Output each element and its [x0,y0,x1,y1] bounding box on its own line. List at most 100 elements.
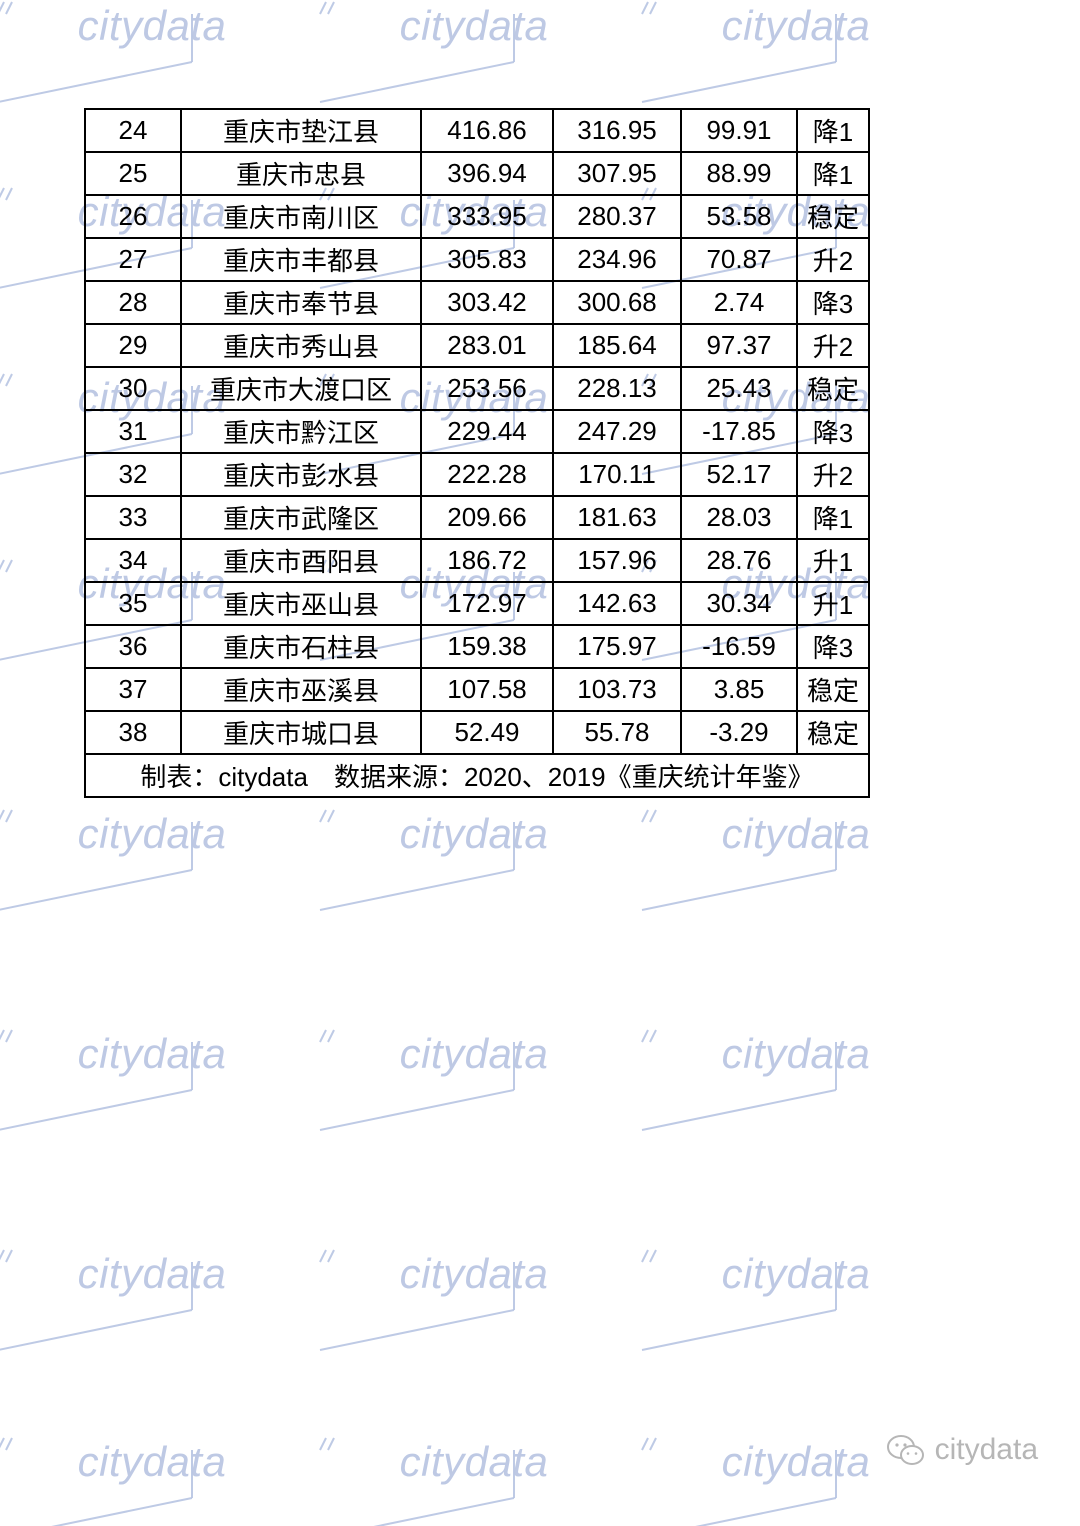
table-cell: 30.34 [681,582,797,625]
table-cell: 33 [85,496,181,539]
table-row: 31重庆市黔江区229.44247.29-17.85降3 [85,410,869,453]
table-cell: 253.56 [421,367,553,410]
table-cell: 2.74 [681,281,797,324]
table-row: 32重庆市彭水县222.28170.1152.17升2 [85,453,869,496]
table-cell: 重庆市奉节县 [181,281,421,324]
table-cell: 283.01 [421,324,553,367]
watermark-tile: citydata [314,1220,634,1370]
table-cell: 稳定 [797,711,869,754]
table-cell: 25.43 [681,367,797,410]
table-cell: 185.64 [553,324,681,367]
table-row: 29重庆市秀山县283.01185.6497.37升2 [85,324,869,367]
table-cell: 升2 [797,238,869,281]
table-cell: 稳定 [797,668,869,711]
watermark-text: citydata [314,2,634,50]
table-cell: 53.58 [681,195,797,238]
table-cell: 247.29 [553,410,681,453]
table-cell: 降3 [797,410,869,453]
table-cell: 升1 [797,539,869,582]
table-row: 36重庆市石柱县159.38175.97-16.59降3 [85,625,869,668]
watermark-text: citydata [314,810,634,858]
watermark-tile: citydata [314,1000,634,1150]
data-table-container: 24重庆市垫江县416.86316.9599.91降125重庆市忠县396.94… [84,108,868,798]
table-row: 34重庆市酉阳县186.72157.9628.76升1 [85,539,869,582]
watermark-text: citydata [636,1030,956,1078]
table-row: 38重庆市城口县52.4955.78-3.29稳定 [85,711,869,754]
table-cell: 25 [85,152,181,195]
watermark-text: citydata [636,1250,956,1298]
watermark-tile: citydata [314,780,634,930]
watermark-tile: citydata [314,0,634,122]
watermark-text: citydata [0,2,312,50]
table-cell: 降1 [797,109,869,152]
watermark-text: citydata [0,1250,312,1298]
table-cell: 重庆市巫山县 [181,582,421,625]
table-cell: 175.97 [553,625,681,668]
table-cell: 396.94 [421,152,553,195]
table-cell: 52.17 [681,453,797,496]
table-row: 24重庆市垫江县416.86316.9599.91降1 [85,109,869,152]
table-cell: 99.91 [681,109,797,152]
corner-attribution: citydata [885,1430,1038,1470]
watermark-text: citydata [636,810,956,858]
table-row: 28重庆市奉节县303.42300.682.74降3 [85,281,869,324]
table-cell: 103.73 [553,668,681,711]
table-cell: 229.44 [421,410,553,453]
table-cell: 181.63 [553,496,681,539]
corner-attribution-text: citydata [935,1433,1038,1467]
table-cell: -3.29 [681,711,797,754]
watermark-tile: citydata [636,780,956,930]
table-cell: 28.76 [681,539,797,582]
watermark-text: citydata [314,1438,634,1486]
table-cell: 降1 [797,152,869,195]
table-cell: 降3 [797,625,869,668]
table-cell: 重庆市秀山县 [181,324,421,367]
table-cell: 88.99 [681,152,797,195]
table-cell: 28 [85,281,181,324]
table-row: 26重庆市南川区333.95280.3753.58稳定 [85,195,869,238]
watermark-tile: citydata [636,0,956,122]
table-cell: 186.72 [421,539,553,582]
table-row: 25重庆市忠县396.94307.9588.99降1 [85,152,869,195]
table-cell: 52.49 [421,711,553,754]
table-cell: 重庆市石柱县 [181,625,421,668]
table-cell: -17.85 [681,410,797,453]
table-cell: 35 [85,582,181,625]
table-cell: 重庆市酉阳县 [181,539,421,582]
table-cell: 26 [85,195,181,238]
table-cell: 316.95 [553,109,681,152]
table-cell: -16.59 [681,625,797,668]
table-cell: 209.66 [421,496,553,539]
table-cell: 31 [85,410,181,453]
table-cell: 36 [85,625,181,668]
table-row: 35重庆市巫山县172.97142.6330.34升1 [85,582,869,625]
watermark-text: citydata [0,810,312,858]
table-cell: 37 [85,668,181,711]
table-cell: 稳定 [797,195,869,238]
table-cell: 305.83 [421,238,553,281]
table-cell: 303.42 [421,281,553,324]
watermark-tile: citydata [0,1220,312,1370]
table-cell: 27 [85,238,181,281]
table-row: 33重庆市武隆区209.66181.6328.03降1 [85,496,869,539]
watermark-tile: citydata [0,0,312,122]
table-cell: 降1 [797,496,869,539]
table-cell: 97.37 [681,324,797,367]
table-cell: 重庆市丰都县 [181,238,421,281]
watermark-tile: citydata [636,1220,956,1370]
table-cell: 重庆市巫溪县 [181,668,421,711]
data-table: 24重庆市垫江县416.86316.9599.91降125重庆市忠县396.94… [84,108,870,798]
table-cell: 24 [85,109,181,152]
table-cell: 30 [85,367,181,410]
watermark-text: citydata [314,1250,634,1298]
table-cell: 升2 [797,324,869,367]
table-cell: 107.58 [421,668,553,711]
table-cell: 重庆市城口县 [181,711,421,754]
watermark-tile: citydata [0,1408,312,1526]
watermark-text: citydata [636,2,956,50]
table-cell: 280.37 [553,195,681,238]
table-cell: 159.38 [421,625,553,668]
table-cell: 307.95 [553,152,681,195]
table-row: 37重庆市巫溪县107.58103.733.85稳定 [85,668,869,711]
table-cell: 55.78 [553,711,681,754]
